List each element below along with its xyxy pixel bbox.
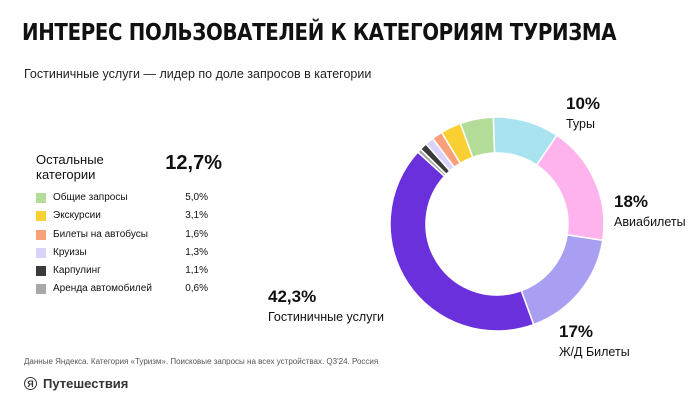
callout-pct: 17% xyxy=(559,322,594,341)
legend-value: 1,1% xyxy=(185,265,208,277)
legend-item: Аренда автомобилей 0,6% xyxy=(36,281,208,299)
donut-slice xyxy=(389,150,535,332)
callout-hotels: 42,3% Гостиничные услуги xyxy=(268,287,384,324)
legend-swatch xyxy=(36,266,46,277)
legend-swatch xyxy=(36,229,46,240)
legend-swatch xyxy=(36,247,46,258)
callout-pct: 42,3% xyxy=(268,287,317,306)
callout-tours: 10% Туры xyxy=(566,94,600,131)
others-value: 12,7% xyxy=(165,152,222,174)
legend-item: Карпулинг 1,1% xyxy=(36,263,208,281)
yandex-logo-icon: Я xyxy=(24,377,37,390)
callout-flights: 18% Авиабилеты xyxy=(614,192,686,229)
legend-item: Общие запросы 5,0% xyxy=(36,190,208,208)
page-title: ИНТЕРЕС ПОЛЬЗОВАТЕЛЕЙ К КАТЕГОРИЯМ ТУРИЗ… xyxy=(22,20,617,46)
legend-value: 3,1% xyxy=(185,210,208,222)
legend-swatch xyxy=(36,211,46,222)
legend-item: Экскурсии 3,1% xyxy=(36,208,208,226)
legend-label: Аренда автомобилей xyxy=(53,283,152,295)
legend-label: Общие запросы xyxy=(53,192,128,203)
donut-slice xyxy=(459,116,496,159)
legend-item: Билеты на автобусы 1,6% xyxy=(36,227,208,245)
legend-value: 1,6% xyxy=(185,228,208,240)
legend-value: 0,6% xyxy=(185,283,208,295)
callout-name: Туры xyxy=(566,117,595,131)
donut-slice xyxy=(535,134,605,242)
callout-pct: 18% xyxy=(614,192,649,211)
callout-name: Авиабилеты xyxy=(614,215,686,229)
legend: Общие запросы 5,0% Экскурсии 3,1% Билеты… xyxy=(36,190,208,300)
legend-label: Карпулинг xyxy=(53,265,101,277)
brand-logo: Я Путешествия xyxy=(24,376,128,391)
legend-swatch xyxy=(36,284,46,295)
legend-label: Круизы xyxy=(53,246,87,258)
legend-value: 1,3% xyxy=(185,246,208,258)
callout-name: Гостиничные услуги xyxy=(268,310,384,324)
legend-value: 5,0% xyxy=(185,192,208,203)
source-footnote: Данные Яндекса. Категория «Туризм». Поис… xyxy=(24,357,379,366)
legend-swatch xyxy=(36,193,46,203)
page-subtitle: Гостиничные услуги — лидер по доле запро… xyxy=(24,67,372,81)
callout-pct: 10% xyxy=(566,94,601,113)
legend-label: Экскурсии xyxy=(53,210,101,222)
callout-name: Ж/Д Билеты xyxy=(559,345,630,359)
legend-item: Круизы 1,3% xyxy=(36,245,208,263)
brand-name: Путешествия xyxy=(43,376,129,391)
donut-slice xyxy=(520,234,604,326)
legend-label: Билеты на автобусы xyxy=(53,228,148,240)
others-label: Остальные категории xyxy=(36,152,104,182)
callout-rail: 17% Ж/Д Билеты xyxy=(559,322,630,359)
others-summary: Остальные категории 12,7% xyxy=(36,152,222,186)
